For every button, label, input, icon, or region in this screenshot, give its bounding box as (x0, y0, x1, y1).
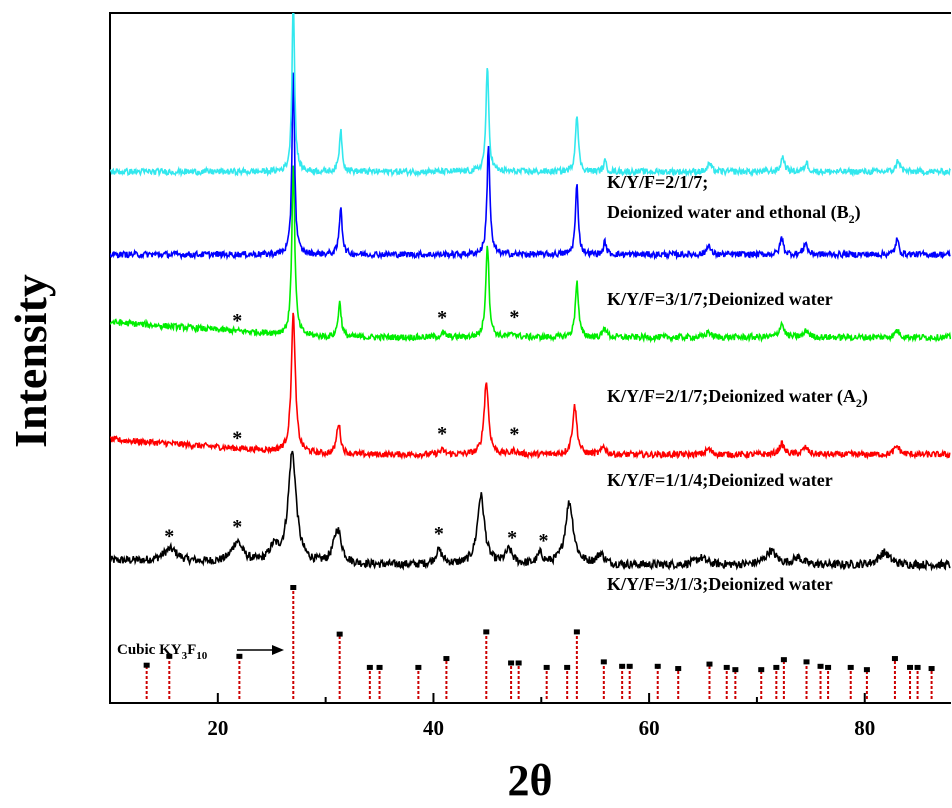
series-label: K/Y/F=3/1/7;Deionized water (607, 289, 833, 309)
reference-arrow-head (272, 645, 284, 655)
reference-stick-cap (907, 664, 914, 670)
reference-stick-cap (817, 663, 824, 669)
reference-stick-cap (143, 662, 150, 668)
impurity-star: * (437, 423, 447, 445)
reference-stick-cap (619, 663, 626, 669)
reference-stick-cap (290, 585, 297, 590)
reference-stick-cap (928, 666, 935, 672)
reference-stick-cap (166, 653, 173, 659)
reference-stick-cap (654, 663, 661, 669)
reference-stick-cap (914, 664, 921, 670)
reference-stick-cap (758, 667, 765, 673)
reference-stick-cap (780, 657, 787, 663)
reference-stick-cap (825, 664, 832, 670)
impurity-star: * (509, 306, 519, 328)
y-axis-label: Intensity (5, 274, 56, 448)
impurity-star: * (437, 307, 447, 329)
x-axis-label: 2θ (508, 756, 553, 805)
reference-stick-cap (732, 667, 739, 673)
impurity-star: * (509, 423, 519, 445)
reference-stick-cap (483, 629, 490, 635)
reference-stick-cap (236, 653, 243, 659)
reference-stick-cap (366, 664, 373, 670)
reference-stick-cap (626, 663, 633, 669)
impurity-star: * (164, 525, 174, 547)
series-label: K/Y/F=1/1/4;Deionized water (607, 470, 833, 490)
series-label: Deionized water and ethonal (B2) (607, 202, 861, 226)
reference-stick-cap (515, 660, 522, 666)
reference-stick-cap (376, 664, 383, 670)
reference-stick-cap (415, 664, 422, 670)
series-label: K/Y/F=2/1/7; (607, 172, 708, 192)
series-line (110, 450, 951, 572)
reference-stick-cap (543, 664, 550, 670)
series-line (110, 312, 951, 461)
impurity-star: * (232, 310, 242, 332)
x-tick-label: 20 (207, 716, 228, 740)
series-line (110, 165, 951, 344)
x-tick-label: 60 (639, 716, 660, 740)
reference-stick-cap (573, 629, 580, 635)
reference-stick-cap (564, 664, 571, 670)
impurity-star: * (434, 523, 444, 545)
reference-stick-cap (706, 661, 713, 667)
series-label: K/Y/F=3/1/3;Deionized water (607, 574, 833, 594)
plot-frame (109, 12, 951, 704)
reference-stick-cap (723, 664, 730, 670)
x-tick-label: 80 (854, 716, 875, 740)
reference-stick-cap (847, 664, 854, 670)
reference-stick-cap (891, 656, 898, 662)
reference-stick-cap (336, 631, 343, 637)
reference-stick-cap (863, 667, 870, 673)
impurity-star: * (538, 530, 548, 552)
reference-stick-cap (443, 656, 450, 662)
reference-label: Cubic KY3F10 (117, 642, 208, 662)
impurity-star: * (232, 516, 242, 538)
series-label: K/Y/F=2/1/7;Deionized water (A2) (607, 386, 868, 410)
series-line (110, 72, 951, 261)
impurity-star: * (232, 427, 242, 449)
reference-stick-cap (803, 659, 810, 665)
reference-stick-cap (773, 664, 780, 670)
reference-stick-cap (600, 659, 607, 665)
series-line (110, 13, 951, 178)
reference-stick-cap (675, 666, 682, 672)
x-tick-label: 40 (423, 716, 444, 740)
reference-stick-cap (508, 660, 515, 666)
plot-area: 20 40 60 80 * * * * * * * * * * * K/Y/F=3/1/3;Deionized… (109, 12, 951, 740)
impurity-star: * (507, 527, 517, 549)
